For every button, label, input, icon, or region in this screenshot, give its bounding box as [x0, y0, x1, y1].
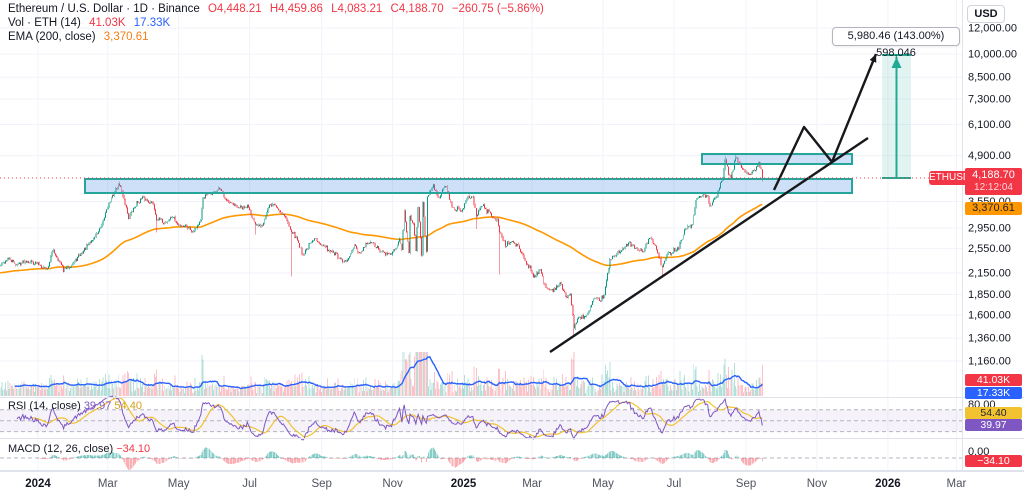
volume-ma [15, 357, 763, 389]
volume-legend-label: Vol · ETH (14) [8, 17, 81, 29]
volume-ma-line [15, 357, 763, 389]
rsi-legend-label: RSI (14, close) [8, 400, 81, 412]
rsi-axis-label: 39.97 [965, 419, 1022, 431]
ema-legend[interactable]: EMA (200, close) 3,370.61 [8, 31, 149, 43]
volume-axis-label: 41.03K [965, 374, 1022, 386]
time-axis[interactable] [0, 471, 1024, 496]
ohlc-low: L4,083.21 [331, 3, 382, 15]
ema-price-label: 3,370.61 [965, 202, 1022, 215]
volume-ma-axis-label: 17.33K [965, 387, 1022, 399]
supply-zone-lower[interactable] [85, 179, 852, 193]
ohlc-high: H4,459.86 [270, 3, 323, 15]
macd-legend[interactable]: MACD (12, 26, close) −34.10 [8, 443, 150, 455]
rsi-ma-axis-label: 54.40 [965, 407, 1022, 419]
price-axis[interactable] [962, 0, 1024, 471]
symbol-title: Ethereum / U.S. Dollar · 1D · Binance [8, 3, 200, 15]
volume-value: 41.03K [89, 17, 125, 29]
macd-value: −34.10 [116, 443, 150, 455]
rsi-ma-value: 54.40 [114, 400, 142, 412]
ema-value: 3,370.61 [104, 31, 149, 43]
ema-legend-label: EMA (200, close) [8, 31, 96, 43]
last-price-value: 4,188.70 [965, 168, 1022, 182]
symbol-legend[interactable]: Ethereum / U.S. Dollar · 1D · Binance O4… [8, 3, 544, 15]
grid [0, 0, 962, 471]
last-price-label: 4,188.70 12:12:04 [965, 168, 1022, 195]
volume-legend[interactable]: Vol · ETH (14) 41.03K 17.33K [8, 17, 170, 29]
ema [0, 204, 762, 273]
ema-line [0, 204, 762, 273]
rsi-value: 39.97 [84, 400, 112, 412]
macd-axis-label: −34.10 [965, 455, 1022, 467]
macd-legend-label: MACD (12, 26, close) [8, 443, 113, 455]
price-range-measure[interactable] [882, 55, 911, 178]
ohlc-open: O4,448.21 [208, 3, 262, 15]
volume-series [0, 352, 763, 396]
rsi-legend[interactable]: RSI (14, close) 39.97 54.40 [8, 400, 142, 412]
measure-tool-label[interactable]: 5,980.46 (143.00%) 598,046 [832, 27, 960, 46]
ohlc-close: C4,188.70 [391, 3, 444, 15]
currency-selector[interactable]: USD [967, 5, 1005, 23]
bar-countdown: 12:12:04 [965, 182, 1022, 194]
projection-zigzag-arrow[interactable] [774, 54, 876, 190]
volume-ma-value: 17.33K [134, 17, 170, 29]
symbol-price-tag: ETHUSD [929, 171, 969, 185]
change-value: −260.75 (−5.86%) [452, 3, 544, 15]
ascending-trendline[interactable] [550, 138, 868, 352]
